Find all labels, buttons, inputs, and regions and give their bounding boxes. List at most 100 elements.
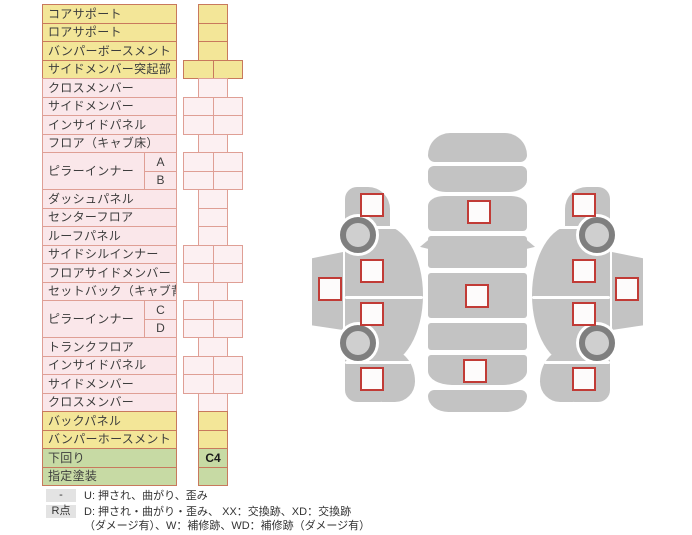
part-label: 指定塗装 [42, 466, 177, 486]
car-hood [428, 166, 527, 192]
part-label: バンパーボースメント [42, 41, 177, 61]
damage-cell[interactable] [198, 78, 228, 98]
damage-cell[interactable] [198, 429, 228, 449]
damage-cell[interactable] [183, 318, 214, 338]
damage-cell[interactable] [198, 226, 228, 246]
right-front-wheel-icon [579, 217, 615, 253]
part-label: ロアサポート [42, 22, 177, 42]
diagram-checkbox-center-roof[interactable] [465, 284, 489, 308]
legend-item: R点 D: 押され・曲がり・歪み、 XX：交換跡、XD：交換跡 （ダメージ有）、… [46, 505, 370, 533]
part-label: バックパネル [42, 411, 177, 431]
right-mirror-icon [522, 236, 535, 250]
legend-text: D: 押され・曲がり・歪み、 XX：交換跡、XD：交換跡 [84, 506, 352, 518]
damage-cell[interactable] [183, 115, 214, 135]
part-label: インサイドパネル [42, 115, 177, 135]
damage-cell[interactable] [213, 318, 243, 338]
part-label: サイドメンバー突起部 [42, 59, 177, 79]
legend: - U: 押され、曲がり、歪み R点 D: 押され・曲がり・歪み、 XX：交換跡… [46, 489, 370, 535]
diagram-checkbox-right-front-fender[interactable] [572, 193, 596, 217]
part-label: フロア（キャブ床） [42, 133, 177, 153]
left-rear-wheel-icon [340, 325, 376, 361]
diagram-checkbox-center-trunk[interactable] [463, 359, 487, 383]
damage-cell[interactable] [213, 244, 243, 264]
damage-cell[interactable] [213, 263, 243, 283]
damage-cell[interactable] [183, 170, 214, 190]
part-label: バンパーホースメント [42, 429, 177, 449]
diagram-checkbox-right-outer-sill[interactable] [615, 277, 639, 301]
part-sublabel: B [144, 170, 177, 190]
part-label: 下回り [42, 448, 177, 468]
damage-cell[interactable] [198, 392, 228, 412]
part-label: インサイドパネル [42, 355, 177, 375]
legend-text: U: 押され、曲がり、歪み [84, 490, 208, 502]
part-label: ピラーインナー [42, 300, 145, 338]
damage-cell[interactable] [198, 281, 228, 301]
damage-cell[interactable] [213, 59, 243, 79]
diagram-checkbox-left-front-fender[interactable] [360, 193, 384, 217]
parts-damage-table: コアサポート ロアサポート バンパーボースメント サイドメンバー突起部 クロスメンバーサ… [42, 0, 257, 490]
damage-cell[interactable] [213, 96, 243, 116]
damage-cell[interactable] [198, 4, 228, 24]
damage-cell[interactable] [198, 133, 228, 153]
damage-cell[interactable] [213, 355, 243, 375]
diagram-checkbox-left-rear-door[interactable] [360, 302, 384, 326]
damage-cell[interactable] [213, 115, 243, 135]
part-label: クロスメンバー [42, 78, 177, 98]
diagram-checkbox-right-rear-door[interactable] [572, 302, 596, 326]
part-label: クロスメンバー [42, 392, 177, 412]
damage-cell[interactable] [213, 374, 243, 394]
part-label: サイドメンバー [42, 374, 177, 394]
damage-cell[interactable] [183, 152, 214, 172]
part-label: ピラーインナー [42, 152, 145, 190]
damage-cell[interactable] [183, 263, 214, 283]
car-diagram [310, 130, 650, 420]
car-front-bumper [428, 133, 527, 162]
part-label: サイドメンバー [42, 96, 177, 116]
diagram-checkbox-left-outer-sill[interactable] [318, 277, 342, 301]
part-label: センターフロア [42, 207, 177, 227]
damage-cell[interactable] [183, 244, 214, 264]
right-rear-wheel-icon [579, 325, 615, 361]
legend-text: （ダメージ有）、W：補修跡、WD：補修跡（ダメージ有） [84, 520, 371, 532]
damage-cell[interactable] [183, 374, 214, 394]
part-sublabel: C [144, 300, 177, 320]
damage-cell[interactable] [183, 300, 214, 320]
part-sublabel: D [144, 318, 177, 338]
part-label: ルーフパネル [42, 226, 177, 246]
left-mirror-icon [420, 236, 433, 250]
legend-item: - U: 押され、曲がり、歪み [46, 489, 370, 503]
left-front-wheel-icon [340, 217, 376, 253]
part-label: フロアサイドメンバー [42, 263, 177, 283]
damage-cell[interactable] [198, 22, 228, 42]
part-label: トランクフロア [42, 337, 177, 357]
damage-cell[interactable] [213, 152, 243, 172]
part-label: セットバック（キャブ背） [42, 281, 177, 301]
diagram-checkbox-left-rear-fender[interactable] [360, 367, 384, 391]
part-label: ダッシュパネル [42, 189, 177, 209]
part-label: コアサポート [42, 4, 177, 24]
damage-cell[interactable] [198, 207, 228, 227]
car-rear-window [428, 323, 527, 350]
car-rear-bumper [428, 390, 527, 412]
legend-badge-dash: - [46, 489, 76, 502]
car-roof-front [428, 236, 527, 268]
part-label: サイドシルインナー [42, 244, 177, 264]
damage-cell[interactable] [183, 96, 214, 116]
damage-cell[interactable] [183, 355, 214, 375]
damage-cell[interactable] [198, 411, 228, 431]
diagram-checkbox-right-front-door[interactable] [572, 259, 596, 283]
diagram-checkbox-center-windshield[interactable] [467, 200, 491, 224]
damage-cell[interactable] [198, 41, 228, 61]
damage-cell[interactable]: C4 [198, 448, 228, 468]
damage-cell[interactable] [198, 466, 228, 486]
damage-cell[interactable] [198, 337, 228, 357]
diagram-checkbox-left-front-door[interactable] [360, 259, 384, 283]
damage-cell[interactable] [213, 300, 243, 320]
damage-cell[interactable] [198, 189, 228, 209]
diagram-checkbox-right-rear-fender[interactable] [572, 367, 596, 391]
legend-badge-rpoint: R点 [46, 505, 76, 518]
damage-cell[interactable] [183, 59, 214, 79]
part-sublabel: A [144, 152, 177, 172]
damage-cell[interactable] [213, 170, 243, 190]
